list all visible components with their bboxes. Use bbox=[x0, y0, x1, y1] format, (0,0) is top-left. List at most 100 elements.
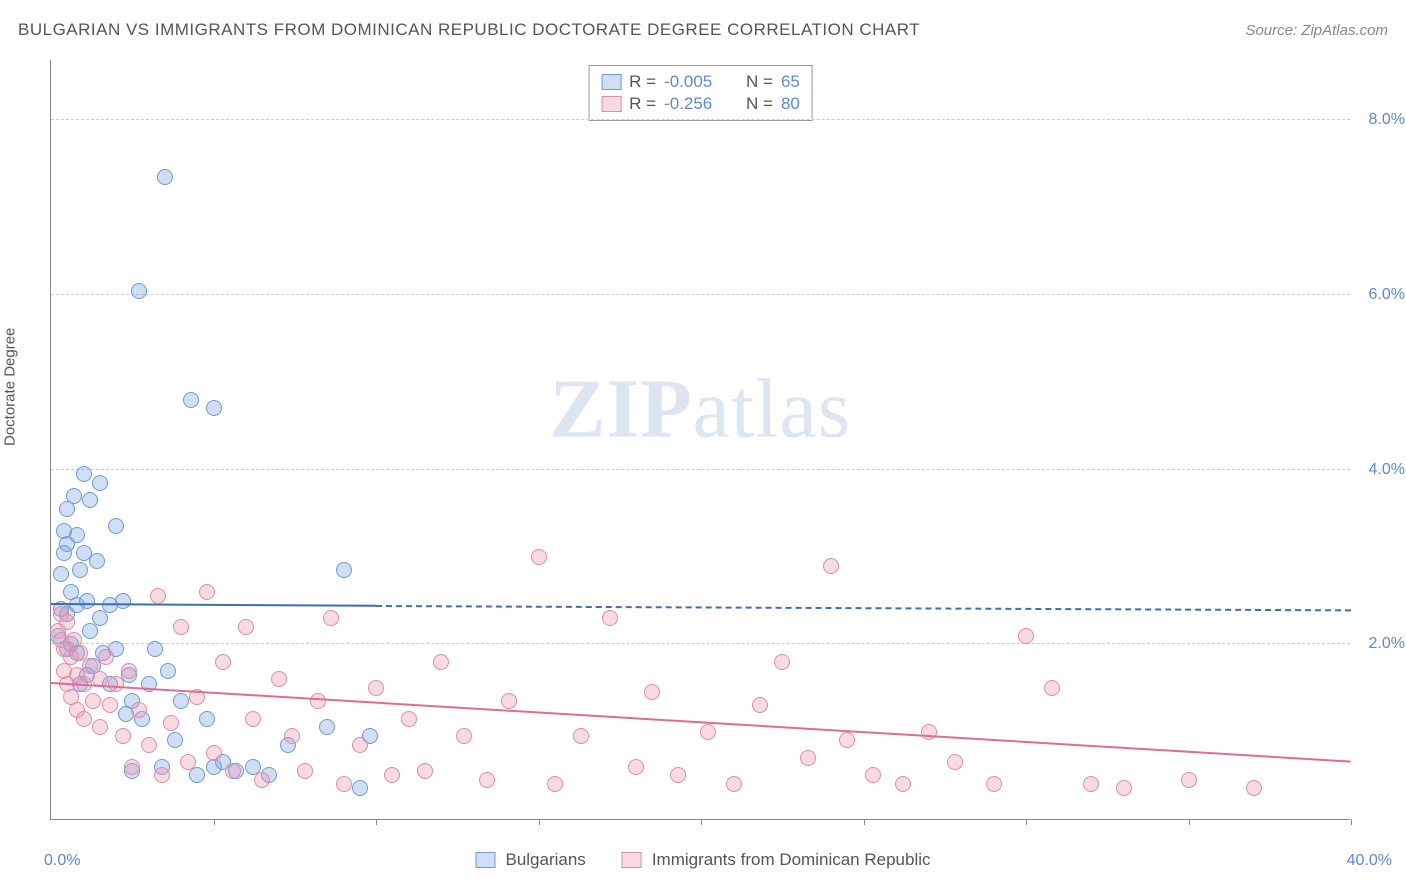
data-point bbox=[573, 728, 589, 744]
data-point bbox=[602, 610, 618, 626]
x-tick bbox=[701, 819, 702, 825]
legend-item: Immigrants from Dominican Republic bbox=[622, 850, 931, 870]
legend-swatch bbox=[601, 74, 621, 90]
data-point bbox=[76, 466, 92, 482]
legend-label: Immigrants from Dominican Republic bbox=[652, 850, 931, 870]
data-point bbox=[1246, 780, 1262, 796]
data-point bbox=[433, 654, 449, 670]
data-point bbox=[644, 684, 660, 700]
data-point bbox=[131, 283, 147, 299]
data-point bbox=[401, 711, 417, 727]
x-tick bbox=[214, 819, 215, 825]
data-point bbox=[547, 776, 563, 792]
watermark: ZIPatlas bbox=[550, 361, 852, 458]
data-point bbox=[79, 593, 95, 609]
data-point bbox=[284, 728, 300, 744]
gridline-h bbox=[51, 643, 1350, 644]
data-point bbox=[124, 759, 140, 775]
data-point bbox=[92, 719, 108, 735]
data-point bbox=[108, 676, 124, 692]
data-point bbox=[1083, 776, 1099, 792]
stats-legend-box: R =-0.005N =65R =-0.256N =80 bbox=[588, 65, 813, 121]
gridline-h bbox=[51, 469, 1350, 470]
chart-title: BULGARIAN VS IMMIGRANTS FROM DOMINICAN R… bbox=[18, 20, 920, 40]
data-point bbox=[1044, 680, 1060, 696]
n-label: N = bbox=[746, 94, 773, 114]
data-point bbox=[986, 776, 1002, 792]
legend-label: Bulgarians bbox=[505, 850, 585, 870]
legend-swatch bbox=[622, 852, 642, 868]
correlation-scatter-chart: BULGARIAN VS IMMIGRANTS FROM DOMINICAN R… bbox=[0, 0, 1406, 892]
data-point bbox=[85, 693, 101, 709]
data-point bbox=[147, 641, 163, 657]
data-point bbox=[336, 776, 352, 792]
data-point bbox=[417, 763, 433, 779]
data-point bbox=[199, 711, 215, 727]
data-point bbox=[352, 737, 368, 753]
x-tick bbox=[1026, 819, 1027, 825]
data-point bbox=[160, 663, 176, 679]
y-tick-label: 8.0% bbox=[1369, 111, 1405, 129]
data-point bbox=[628, 759, 644, 775]
data-point bbox=[800, 750, 816, 766]
data-point bbox=[297, 763, 313, 779]
data-point bbox=[115, 728, 131, 744]
data-point bbox=[66, 488, 82, 504]
data-point bbox=[115, 593, 131, 609]
data-point bbox=[839, 732, 855, 748]
data-point bbox=[121, 663, 137, 679]
legend-swatch bbox=[475, 852, 495, 868]
data-point bbox=[384, 767, 400, 783]
data-point bbox=[102, 697, 118, 713]
series-legend: Bulgarians Immigrants from Dominican Repu… bbox=[475, 850, 930, 870]
x-tick bbox=[1189, 819, 1190, 825]
data-point bbox=[92, 475, 108, 491]
data-point bbox=[254, 772, 270, 788]
data-point bbox=[131, 702, 147, 718]
data-point bbox=[1181, 772, 1197, 788]
data-point bbox=[206, 745, 222, 761]
stats-row: R =-0.256N =80 bbox=[601, 94, 800, 114]
data-point bbox=[53, 566, 69, 582]
data-point bbox=[895, 776, 911, 792]
data-point bbox=[752, 697, 768, 713]
data-point bbox=[352, 780, 368, 796]
data-point bbox=[167, 732, 183, 748]
legend-item: Bulgarians bbox=[475, 850, 585, 870]
data-point bbox=[157, 169, 173, 185]
r-label: R = bbox=[629, 72, 656, 92]
data-point bbox=[700, 724, 716, 740]
data-point bbox=[225, 763, 241, 779]
data-point bbox=[245, 711, 261, 727]
trend-line-extension bbox=[376, 605, 1351, 611]
n-value: 65 bbox=[781, 72, 800, 92]
data-point bbox=[271, 671, 287, 687]
data-point bbox=[180, 754, 196, 770]
x-axis-max-label: 40.0% bbox=[1347, 852, 1392, 870]
trend-line bbox=[51, 603, 376, 607]
data-point bbox=[865, 767, 881, 783]
data-point bbox=[189, 767, 205, 783]
y-axis-label: Doctorate Degree bbox=[2, 328, 19, 446]
data-point bbox=[368, 680, 384, 696]
data-point bbox=[206, 400, 222, 416]
data-point bbox=[1116, 780, 1132, 796]
data-point bbox=[726, 776, 742, 792]
data-point bbox=[173, 693, 189, 709]
stats-row: R =-0.005N =65 bbox=[601, 72, 800, 92]
x-axis-min-label: 0.0% bbox=[44, 852, 80, 870]
data-point bbox=[501, 693, 517, 709]
data-point bbox=[531, 549, 547, 565]
source-attribution: Source: ZipAtlas.com bbox=[1245, 22, 1388, 39]
data-point bbox=[72, 562, 88, 578]
data-point bbox=[141, 737, 157, 753]
gridline-h bbox=[51, 119, 1350, 120]
data-point bbox=[479, 772, 495, 788]
data-point bbox=[238, 619, 254, 635]
data-point bbox=[199, 584, 215, 600]
data-point bbox=[323, 610, 339, 626]
data-point bbox=[76, 711, 92, 727]
data-point bbox=[59, 614, 75, 630]
data-point bbox=[774, 654, 790, 670]
data-point bbox=[336, 562, 352, 578]
